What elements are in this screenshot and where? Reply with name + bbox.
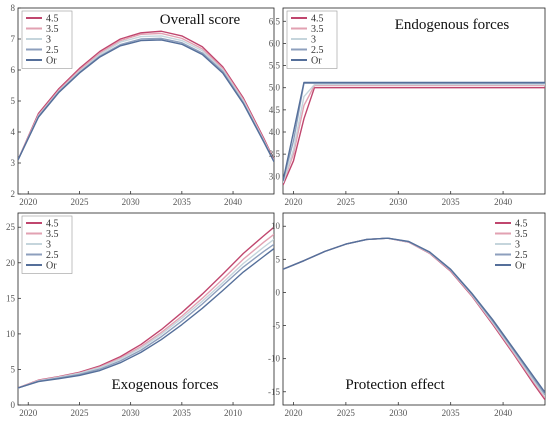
x-tick-label: 2035 xyxy=(173,197,192,207)
series-line-3-5 xyxy=(18,32,274,161)
legend-label: Or xyxy=(46,261,57,272)
series-line-3 xyxy=(283,237,545,397)
series-line-2-5 xyxy=(283,82,545,181)
x-tick-label: 2025 xyxy=(337,197,356,207)
y-tick-label: 3 xyxy=(11,158,16,168)
chart-panel-1: 2 3 4 5 6 7 8 2020 2025 2030 2035 2040 Overall score… xyxy=(11,3,275,207)
y-tick-label: 5 xyxy=(276,254,281,264)
series-line-3-5 xyxy=(283,84,545,184)
series-line-Or xyxy=(283,237,545,393)
series-line-Or xyxy=(18,39,274,163)
y-tick-label: 4.0 xyxy=(269,127,281,137)
legend-label: 3 xyxy=(46,35,51,46)
y-tick-label: 4.5 xyxy=(269,105,281,115)
y-tick-label: 6.0 xyxy=(269,38,281,48)
x-tick-label: 2035 xyxy=(442,408,461,418)
y-tick-label: 5.5 xyxy=(269,61,281,71)
series-line-Or xyxy=(283,81,545,181)
y-tick-label: -10 xyxy=(268,354,280,364)
legend-label: 2.5 xyxy=(46,250,59,261)
x-tick-label: 2040 xyxy=(224,197,243,207)
legend-label: 3.5 xyxy=(46,24,59,35)
x-tick-label: 2030 xyxy=(389,408,408,418)
plot-frame xyxy=(282,212,546,406)
y-tick-label: 10 xyxy=(6,329,16,339)
x-tick-label: 2010 xyxy=(224,408,243,418)
y-tick-label: 0 xyxy=(276,287,281,297)
legend: 4.53.532.5Or xyxy=(21,215,73,274)
y-tick-label: 6.5 xyxy=(269,16,281,26)
legend: 4.53.532.5Or xyxy=(495,219,528,272)
y-tick-label: 5 xyxy=(11,364,16,374)
x-tick-label: 2035 xyxy=(173,408,192,418)
legend-label: 4.5 xyxy=(46,219,59,230)
y-tick-label: 4 xyxy=(11,127,16,137)
y-tick-label: 0 xyxy=(11,400,16,410)
plot-frame xyxy=(17,212,275,406)
series-line-4-5 xyxy=(18,30,274,161)
y-tick-label: 3.5 xyxy=(269,149,281,159)
legend-label: 3.5 xyxy=(515,229,528,240)
legend-label: 3.5 xyxy=(46,229,59,240)
x-tick-label: 2030 xyxy=(389,197,408,207)
y-tick-label: 2 xyxy=(11,189,16,199)
chart-title: Overall score xyxy=(160,12,241,28)
legend-label: Or xyxy=(515,261,526,272)
x-tick-label: 2040 xyxy=(494,408,513,418)
legend: 4.53.532.5Or xyxy=(286,10,338,69)
y-tick-label: -5 xyxy=(273,321,281,331)
chart-panel-2: 3.0 3.5 4.0 4.5 5.0 5.5 6.0 6.5 2020 2025 2030 2035… xyxy=(269,7,546,207)
legend-label: 2.5 xyxy=(515,250,528,261)
legend-label: 3 xyxy=(311,35,316,46)
legend-label: 3 xyxy=(515,240,520,251)
chart-title: Protection effect xyxy=(345,377,445,393)
x-tick-label: 2025 xyxy=(337,408,356,418)
x-tick-label: 2020 xyxy=(284,197,303,207)
x-tick-label: 2025 xyxy=(70,408,89,418)
y-tick-label: 15 xyxy=(6,293,16,303)
y-tick-label: 3.0 xyxy=(269,171,281,181)
y-tick-label: 5.0 xyxy=(269,83,281,93)
x-tick-label: 2030 xyxy=(122,197,141,207)
chart-title: Exogenous forces xyxy=(111,377,218,393)
x-tick-label: 2020 xyxy=(19,197,38,207)
series-line-2-5 xyxy=(283,237,545,395)
y-tick-label: 5 xyxy=(11,96,16,106)
legend-label: Or xyxy=(46,56,57,67)
legend-label: 4.5 xyxy=(46,14,59,25)
y-tick-label: 25 xyxy=(6,222,16,232)
plot-frame xyxy=(282,7,546,195)
series-line-3 xyxy=(18,238,274,389)
series-line-Or xyxy=(18,248,274,389)
series-line-3-5 xyxy=(283,237,545,399)
x-tick-label: 2035 xyxy=(442,197,461,207)
y-tick-label: 20 xyxy=(6,258,16,268)
y-tick-label: 7 xyxy=(11,34,16,44)
x-tick-label: 2040 xyxy=(494,197,513,207)
y-tick-label: 6 xyxy=(11,65,16,75)
x-tick-label: 2025 xyxy=(70,197,89,207)
y-tick-label: 10 xyxy=(271,221,281,231)
series-line-3 xyxy=(283,83,545,184)
series-line-4-5 xyxy=(283,87,545,186)
series-line-4-5 xyxy=(283,237,545,401)
legend-label: 3 xyxy=(46,240,51,251)
legend-label: 2.5 xyxy=(311,45,324,56)
chart-title: Endogenous forces xyxy=(395,17,510,33)
x-tick-label: 2020 xyxy=(284,408,303,418)
y-tick-label: 8 xyxy=(11,3,16,13)
legend: 4.53.532.5Or xyxy=(21,10,73,69)
series-line-2-5 xyxy=(18,243,274,389)
legend-label: 2.5 xyxy=(46,45,59,56)
x-tick-label: 2030 xyxy=(122,408,141,418)
legend-label: Or xyxy=(311,56,322,67)
chart-panel-4: -15 -10 -5 0 5 10 2020 2025 2030 2035 2040 Protecti… xyxy=(268,212,546,418)
x-tick-label: 2020 xyxy=(19,408,38,418)
legend-label: 4.5 xyxy=(515,219,528,230)
legend-label: 3.5 xyxy=(311,24,324,35)
y-tick-label: -15 xyxy=(268,387,280,397)
legend-label: 4.5 xyxy=(311,14,324,25)
